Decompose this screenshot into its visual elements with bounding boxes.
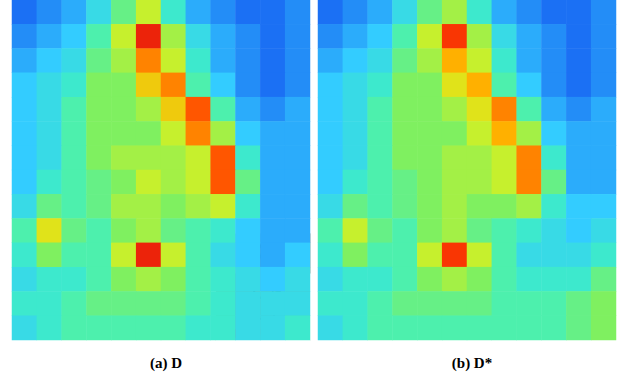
svg-text:(a): (a) [150,355,171,372]
svg-text:D: D [171,355,182,371]
svg-text:D*: D* [474,355,492,371]
svg-text:(b): (b) [452,355,474,372]
